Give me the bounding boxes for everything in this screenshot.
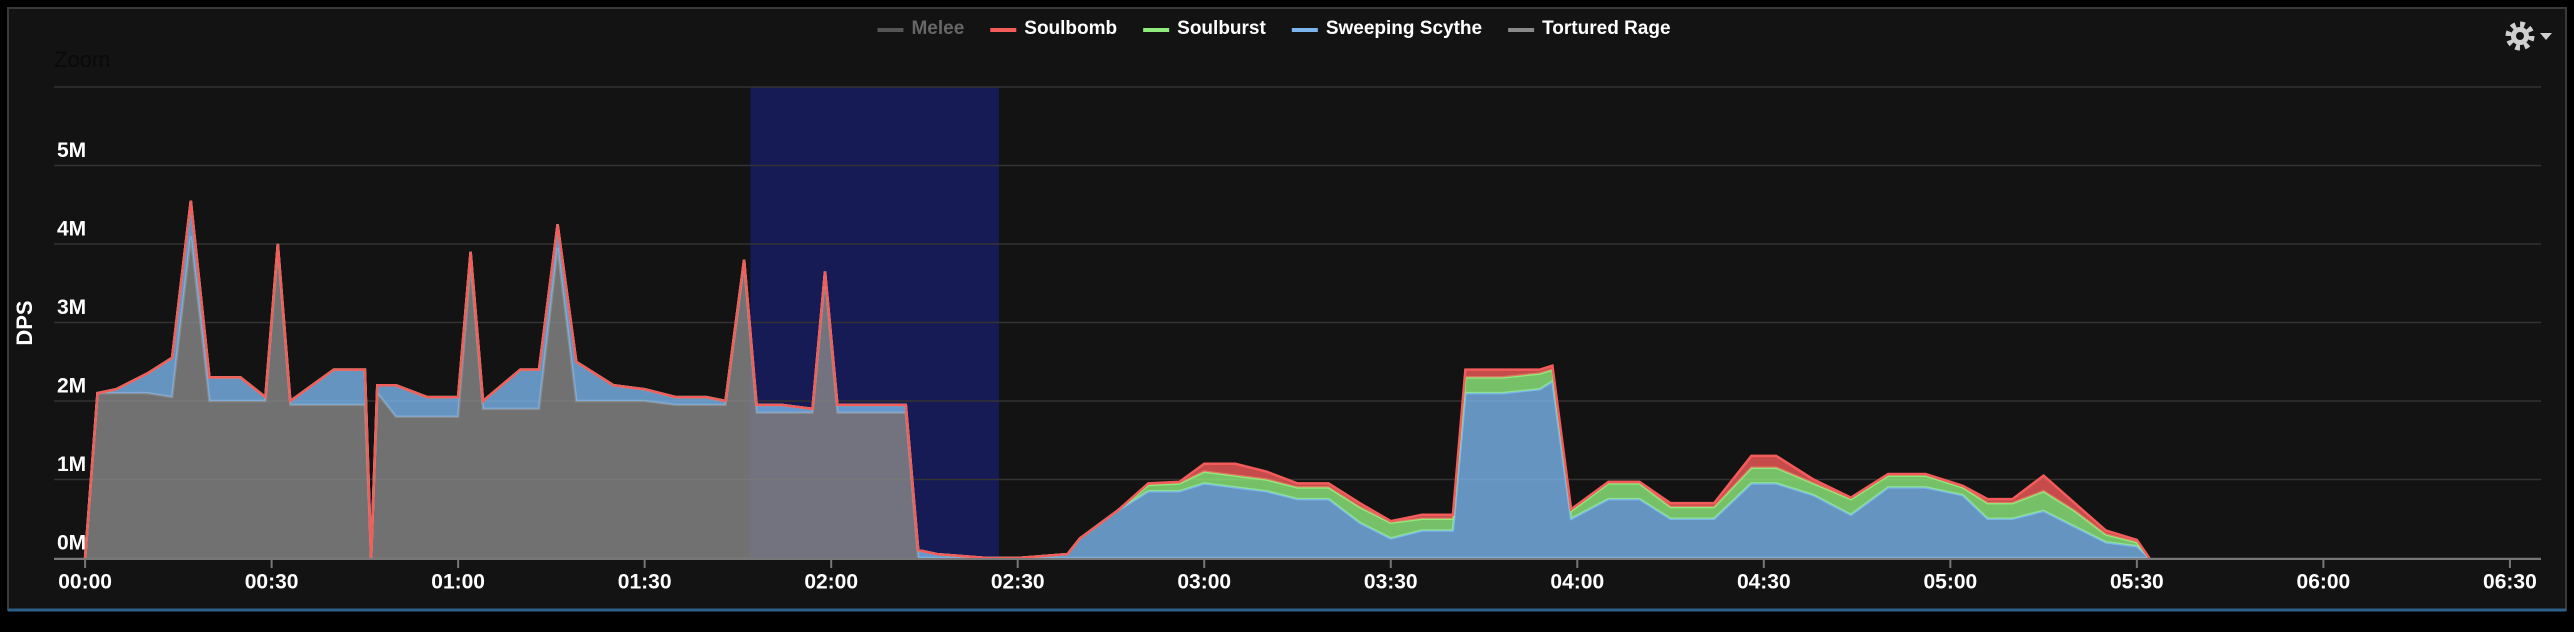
y-tick-label: 3M xyxy=(57,296,86,319)
x-tick-label: 03:30 xyxy=(1364,571,1418,594)
gear-hole xyxy=(2516,32,2524,40)
area xyxy=(85,236,2150,558)
area-line xyxy=(83,200,2151,560)
plot-area: 0M 1M 2M 3M 4M 5M 00:00 00:30 01:00 01:30 02:00 02:… xyxy=(54,86,2541,594)
x-tick-label: 00:30 xyxy=(245,571,299,594)
gear-caret xyxy=(2540,33,2552,40)
x-tick-label: 00:00 xyxy=(58,571,112,594)
x-tick-label: 06:30 xyxy=(2483,571,2537,594)
legend-item[interactable]: Sweeping Scythe xyxy=(1291,18,1482,39)
y-axis-label: DPS xyxy=(12,300,37,345)
x-tick-label: 04:30 xyxy=(1737,571,1791,594)
legend-label: Soulburst xyxy=(1177,18,1266,39)
legend-label: Soulbomb xyxy=(1024,18,1117,39)
legend-label: Sweeping Scythe xyxy=(1326,18,1482,39)
chart-title[interactable]: Zoom xyxy=(54,47,110,72)
settings-button[interactable] xyxy=(2505,21,2552,51)
x-tick-label: 01:30 xyxy=(618,571,672,594)
x-tick-label: 06:00 xyxy=(2297,571,2351,594)
x-tick-label: 04:00 xyxy=(1550,571,1604,594)
x-tick-label: 02:00 xyxy=(804,571,858,594)
y-tick-label: 4M xyxy=(57,218,86,241)
legend-item[interactable]: Tortured Rage xyxy=(1508,18,1671,39)
x-tick-label: 05:00 xyxy=(1923,571,1977,594)
legend-label: Tortured Rage xyxy=(1542,18,1670,39)
x-tick-label: 03:00 xyxy=(1177,571,1231,594)
legend-item[interactable]: Soulburst xyxy=(1143,18,1266,39)
y-tick-label: 5M xyxy=(57,139,86,162)
legend-item[interactable]: Soulbomb xyxy=(990,18,1117,39)
x-tick-label: 05:30 xyxy=(2110,571,2164,594)
legend: Melee Soulbomb Soulburst Sweeping Scythe Tor… xyxy=(877,18,1671,39)
x-tick-label: 02:30 xyxy=(991,571,1045,594)
legend-item[interactable]: Melee xyxy=(877,18,964,39)
legend-label: Melee xyxy=(911,18,964,39)
y-tick-label: 1M xyxy=(57,453,86,476)
area xyxy=(85,200,2150,559)
y-tick-label: 2M xyxy=(57,375,86,398)
x-tick-label: 01:00 xyxy=(431,571,485,594)
gear-teeth xyxy=(2505,21,2535,51)
y-tick-label: 0M xyxy=(57,532,86,555)
